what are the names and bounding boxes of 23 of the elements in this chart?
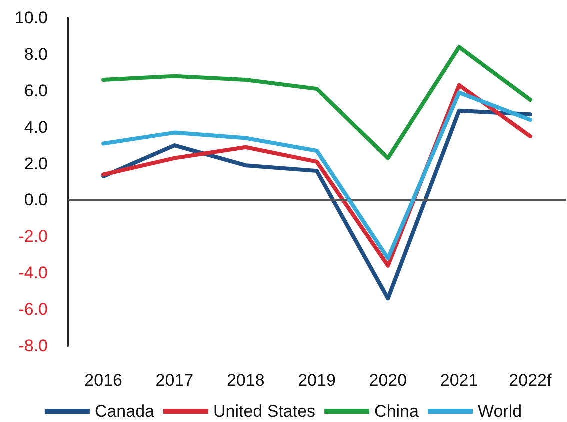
legend-label: China [374,402,420,421]
y-tick-label: 6.0 [24,81,48,100]
legend-label: United States [213,402,316,421]
y-tick-label: 2.0 [24,154,48,174]
legend-label: Canada [94,402,156,421]
x-tick-label: 2016 [84,371,122,390]
x-tick-label: 2019 [298,371,336,390]
y-tick-label: -6.0 [18,300,48,320]
line-series [102,45,532,160]
x-tick-label: 2018 [226,371,265,390]
x-tick-label: 2017 [156,371,194,390]
y-tick-label: -2.0 [18,227,48,246]
x-tick-label: 2020 [369,371,408,390]
y-tick-label: -4.0 [18,264,48,283]
x-tick-label: 2021 [440,371,478,390]
y-tick-label: 8.0 [24,44,48,64]
y-tick-label: 0.0 [24,190,48,210]
y-tick-label: -8.0 [18,336,48,356]
x-tick-label: 2022f [509,371,552,390]
y-tick-label: 10.0 [14,8,48,28]
legend-label: World [478,402,522,421]
y-tick-label: 4.0 [24,118,48,137]
line-series [102,108,532,301]
